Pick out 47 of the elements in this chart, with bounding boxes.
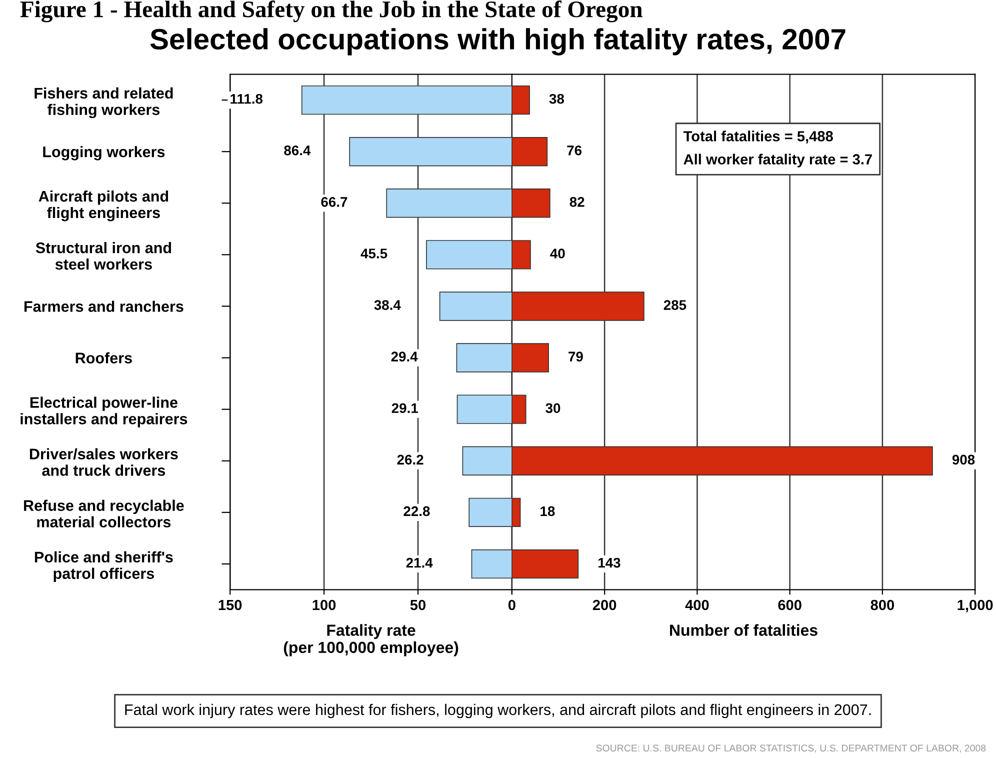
data-label: 908	[952, 454, 975, 465]
data-label: 18	[540, 506, 555, 516]
x-tick-label: 800	[870, 600, 894, 610]
source-note: SOURCE: U.S. BUREAU OF LABOR STATISTICS, U.S. DEPARTMENT OF LABOR, 2008	[596, 744, 986, 753]
y-tick-label: Driver/sales workers and truck drivers	[30, 448, 178, 476]
data-label: 285	[664, 300, 686, 310]
data-label: 45.5	[360, 248, 388, 258]
x-tick-label: 100	[312, 600, 336, 610]
caption: Figure 1 - Health and Safety on the Job in the State of Oregon	[20, 0, 642, 22]
x-tick-label: 200	[592, 600, 616, 610]
data-label: 22.8	[404, 506, 430, 516]
data-label: 30	[546, 403, 560, 414]
y-tick-label: Electrical power-line installers and repairers	[20, 396, 188, 428]
y-tick-label: Refuse and recyclable material collectors	[24, 500, 184, 528]
y-tick-label: Police and sheriff's patrol officers	[34, 551, 173, 582]
y-tick-label: Logging workers	[43, 146, 165, 160]
y-tick-label: Farmers and ranchers	[24, 300, 184, 312]
data-label: 21.4	[406, 558, 433, 568]
x-axis-title: Fatality rate (per 100,000 employee)	[284, 624, 458, 656]
data-label: 76	[567, 145, 582, 156]
data-label: 111.8	[230, 94, 263, 104]
text: Fatal work injury rates were highest for fishers, logging workers, and aircraft pilots and flight engineers in 2007.	[125, 704, 871, 718]
y-tick-label: Roofers	[76, 352, 132, 364]
data-label: 29.4	[391, 352, 418, 362]
data-label: 143	[598, 558, 620, 568]
x-tick-label: 600	[778, 600, 802, 610]
data-label: 79	[568, 352, 583, 362]
annotation: All worker fatality rate = 3.7	[684, 154, 872, 168]
data-label: 66.7	[321, 197, 348, 207]
data-label: 82	[570, 197, 584, 207]
data-label: 26.2	[397, 454, 424, 465]
data-label: 40	[550, 248, 565, 258]
y-tick-label: Aircraft pilots and flight engineers	[38, 190, 168, 222]
data-label: 38	[549, 94, 564, 104]
x-tick-label: 50	[410, 600, 426, 610]
y-tick-label: Structural iron and steel workers	[36, 242, 172, 270]
x-tick-label: 0	[508, 600, 516, 610]
y-tick-label: Fishers and related fishing workers	[34, 87, 173, 118]
x-tick-label: 400	[685, 600, 709, 610]
annotation: Total fatalities = 5,488	[683, 130, 833, 144]
data-label: 86.4	[284, 145, 311, 156]
x-tick-label: 150	[218, 600, 242, 610]
x-tick-label: 1,000	[958, 600, 993, 612]
chart-title: Selected occupations with high fatality rates, 2007	[150, 28, 846, 56]
data-label: 29.1	[392, 403, 418, 414]
data-label: 38.4	[374, 300, 401, 310]
x-axis-title: Number of fatalities	[670, 624, 818, 636]
